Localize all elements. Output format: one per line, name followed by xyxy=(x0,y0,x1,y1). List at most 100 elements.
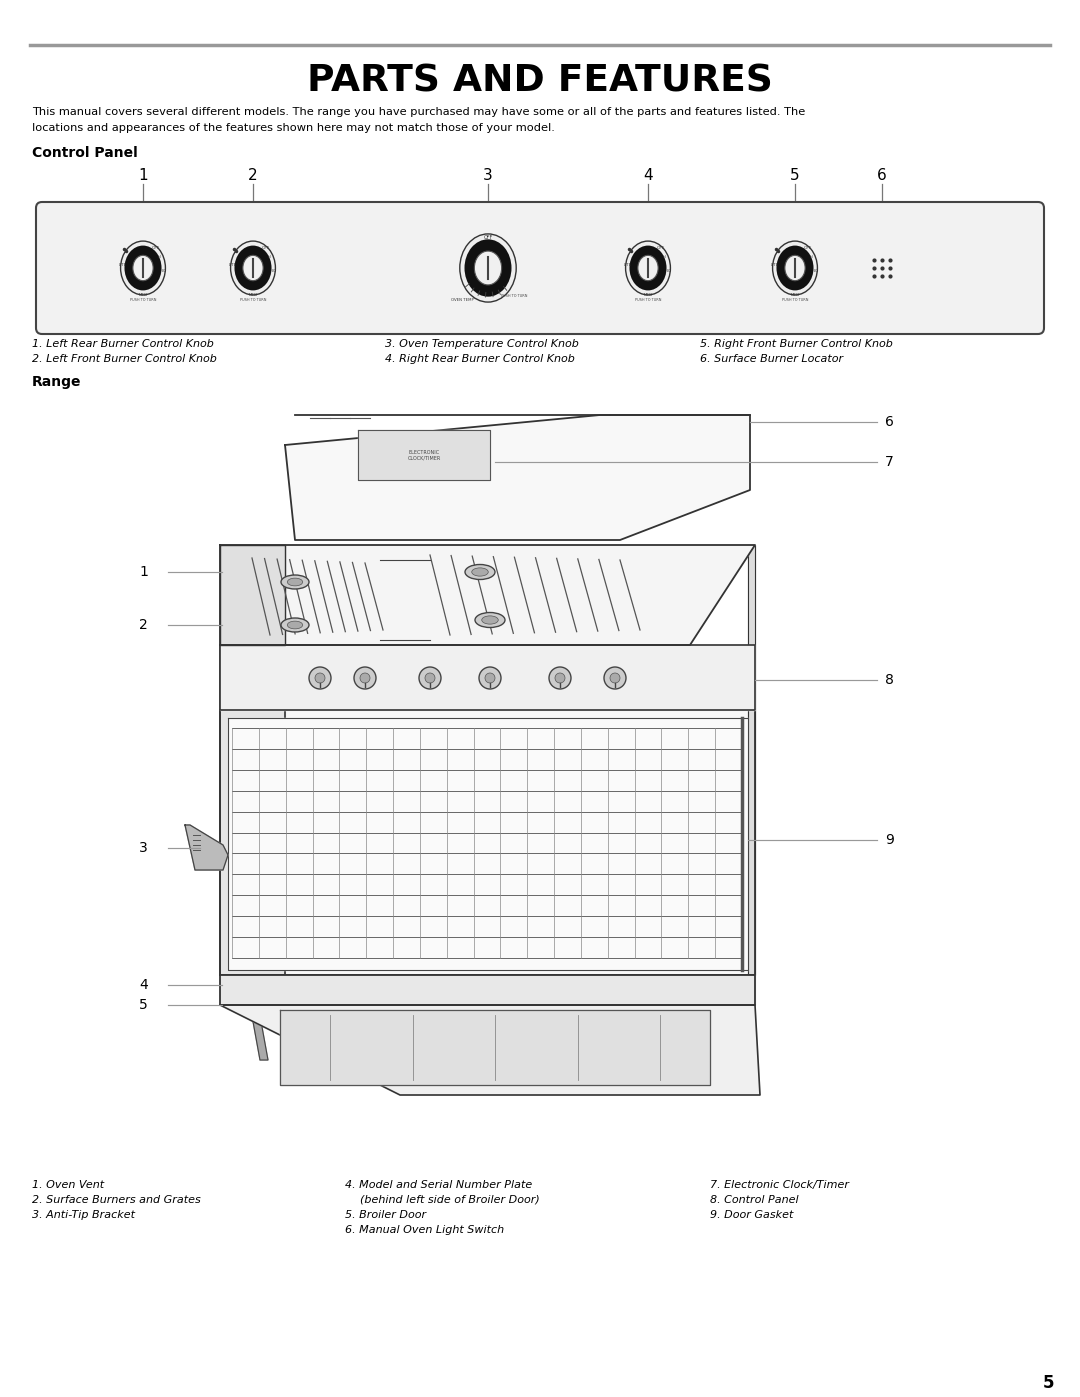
Text: HI: HI xyxy=(810,256,813,258)
Text: LITE: LITE xyxy=(119,263,126,267)
Ellipse shape xyxy=(460,233,516,302)
Text: 3. Anti-Tip Bracket: 3. Anti-Tip Bracket xyxy=(32,1210,135,1220)
Ellipse shape xyxy=(785,256,806,281)
Text: Range: Range xyxy=(32,374,81,388)
Polygon shape xyxy=(249,1004,268,1060)
Ellipse shape xyxy=(638,256,658,281)
Text: HI: HI xyxy=(158,256,161,258)
Polygon shape xyxy=(285,415,750,541)
Text: LO: LO xyxy=(272,270,276,274)
Ellipse shape xyxy=(464,239,512,296)
Text: PUSH TO TURN: PUSH TO TURN xyxy=(782,298,808,302)
Polygon shape xyxy=(220,710,755,975)
Circle shape xyxy=(354,666,376,689)
Polygon shape xyxy=(690,1004,708,1060)
Polygon shape xyxy=(185,826,228,870)
FancyBboxPatch shape xyxy=(36,203,1044,334)
Text: HI: HI xyxy=(268,256,271,258)
Text: 2. Left Front Burner Control Knob: 2. Left Front Burner Control Knob xyxy=(32,353,217,365)
Polygon shape xyxy=(357,430,490,481)
Ellipse shape xyxy=(472,567,488,576)
Text: MED: MED xyxy=(644,292,652,296)
Text: OFF: OFF xyxy=(261,246,270,250)
Text: This manual covers several different models. The range you have purchased may ha: This manual covers several different mod… xyxy=(32,108,806,117)
Text: ELECTRONIC
CLOCK/TIMER: ELECTRONIC CLOCK/TIMER xyxy=(407,450,441,461)
Text: LO: LO xyxy=(814,270,819,274)
Text: 5. Right Front Burner Control Knob: 5. Right Front Burner Control Knob xyxy=(700,339,893,349)
Text: locations and appearances of the features shown here may not match those of your: locations and appearances of the feature… xyxy=(32,123,555,133)
Circle shape xyxy=(604,666,626,689)
Text: 1. Left Rear Burner Control Knob: 1. Left Rear Burner Control Knob xyxy=(32,339,214,349)
Text: 2. Surface Burners and Grates: 2. Surface Burners and Grates xyxy=(32,1194,201,1206)
Polygon shape xyxy=(220,1004,760,1095)
Circle shape xyxy=(480,666,501,689)
Text: 5: 5 xyxy=(791,169,800,183)
Text: 4: 4 xyxy=(644,169,652,183)
Ellipse shape xyxy=(630,246,666,291)
Text: 7: 7 xyxy=(885,455,894,469)
Text: MED: MED xyxy=(791,292,799,296)
Ellipse shape xyxy=(124,246,162,291)
Circle shape xyxy=(360,673,370,683)
Text: 1: 1 xyxy=(138,169,148,183)
Ellipse shape xyxy=(281,576,309,590)
Ellipse shape xyxy=(133,256,153,281)
Ellipse shape xyxy=(243,256,264,281)
Text: 7. Electronic Clock/Timer: 7. Electronic Clock/Timer xyxy=(710,1180,849,1190)
Text: OFF: OFF xyxy=(804,246,812,250)
Circle shape xyxy=(485,673,495,683)
Circle shape xyxy=(426,673,435,683)
Ellipse shape xyxy=(625,242,671,295)
Text: 3: 3 xyxy=(139,841,148,855)
Text: PUSH TO TURN: PUSH TO TURN xyxy=(635,298,661,302)
Polygon shape xyxy=(228,718,748,970)
Text: 2: 2 xyxy=(248,169,258,183)
Text: PUSH TO TURN: PUSH TO TURN xyxy=(501,295,527,298)
Ellipse shape xyxy=(287,578,302,585)
Text: PUSH TO TURN: PUSH TO TURN xyxy=(130,298,157,302)
Text: 9: 9 xyxy=(885,833,894,847)
Ellipse shape xyxy=(281,617,309,631)
Text: LITE: LITE xyxy=(771,263,779,267)
Ellipse shape xyxy=(482,616,498,624)
Circle shape xyxy=(549,666,571,689)
Text: 4: 4 xyxy=(139,978,148,992)
Text: 5: 5 xyxy=(1042,1375,1054,1391)
Text: OVEN TEMP: OVEN TEMP xyxy=(450,298,474,302)
Text: 5: 5 xyxy=(139,997,148,1011)
Text: 5. Broiler Door: 5. Broiler Door xyxy=(345,1210,427,1220)
Circle shape xyxy=(315,673,325,683)
Text: MED: MED xyxy=(138,292,148,296)
Text: OFF: OFF xyxy=(484,235,492,240)
Text: HI: HI xyxy=(662,256,666,258)
Ellipse shape xyxy=(772,242,818,295)
Text: 4. Model and Serial Number Plate: 4. Model and Serial Number Plate xyxy=(345,1180,532,1190)
Text: 1. Oven Vent: 1. Oven Vent xyxy=(32,1180,104,1190)
Text: 8: 8 xyxy=(885,673,894,687)
Text: OFF: OFF xyxy=(657,246,664,250)
Ellipse shape xyxy=(234,246,271,291)
Text: 3: 3 xyxy=(483,169,492,183)
Text: PUSH TO TURN: PUSH TO TURN xyxy=(240,298,266,302)
Circle shape xyxy=(555,673,565,683)
Ellipse shape xyxy=(465,564,495,580)
Polygon shape xyxy=(220,545,755,645)
Polygon shape xyxy=(748,545,755,975)
Text: 4. Right Rear Burner Control Knob: 4. Right Rear Burner Control Knob xyxy=(384,353,575,365)
Ellipse shape xyxy=(287,622,302,629)
Ellipse shape xyxy=(777,246,813,291)
Text: 6: 6 xyxy=(877,169,887,183)
Text: Control Panel: Control Panel xyxy=(32,147,138,161)
Ellipse shape xyxy=(121,242,165,295)
Text: 8. Control Panel: 8. Control Panel xyxy=(710,1194,798,1206)
Polygon shape xyxy=(220,975,755,1004)
Text: LITE: LITE xyxy=(229,263,237,267)
Text: MED: MED xyxy=(248,292,258,296)
Polygon shape xyxy=(280,1010,710,1085)
Text: LO: LO xyxy=(162,270,167,274)
Text: 3. Oven Temperature Control Knob: 3. Oven Temperature Control Knob xyxy=(384,339,579,349)
Polygon shape xyxy=(220,545,285,645)
Circle shape xyxy=(419,666,441,689)
Text: LO: LO xyxy=(666,270,672,274)
Ellipse shape xyxy=(474,251,501,285)
